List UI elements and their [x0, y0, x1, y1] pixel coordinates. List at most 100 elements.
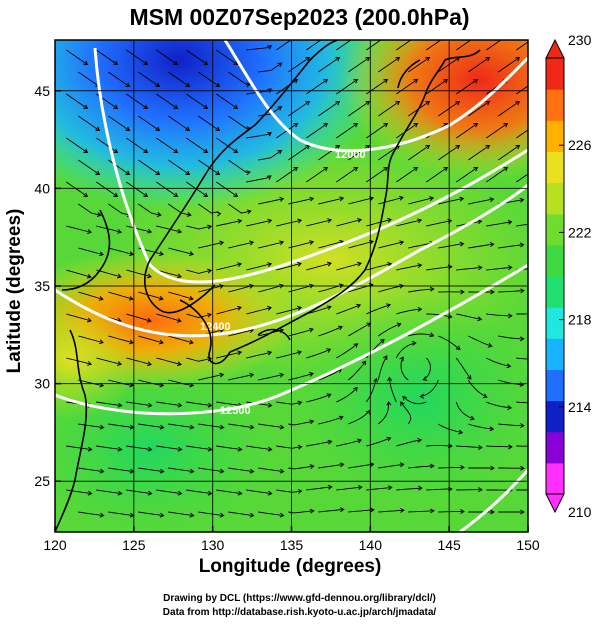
streamline [78, 159, 100, 175]
streamline [78, 291, 103, 300]
streamline-arrow [177, 402, 183, 408]
streamline [216, 401, 242, 407]
streamline-arrow [338, 325, 343, 331]
streamline-arrow [356, 303, 362, 309]
streamline [228, 467, 254, 473]
streamline [126, 313, 151, 322]
streamline [156, 225, 182, 233]
streamline [96, 137, 118, 153]
streamline [246, 263, 272, 271]
colorbar-tick-label: 210 [568, 504, 592, 520]
streamline [66, 137, 88, 153]
streamline-arrow [267, 88, 272, 94]
streamline-arrow [277, 62, 283, 68]
streamline-arrow [399, 356, 404, 362]
streamline [318, 197, 344, 205]
streamline [348, 101, 370, 117]
streamline [276, 445, 302, 449]
streamline [78, 467, 104, 473]
colorbar-segment [546, 58, 564, 90]
streamline [468, 335, 492, 347]
streamline-arrow [219, 424, 225, 430]
streamline [426, 313, 452, 318]
y-tick-label: 45 [34, 83, 50, 99]
streamline [456, 313, 482, 320]
streamline [378, 323, 401, 337]
streamline-arrow [399, 195, 404, 201]
streamline-arrow [279, 424, 285, 430]
streamline [400, 357, 409, 381]
streamline [198, 467, 224, 473]
streamline-arrow [266, 131, 272, 137]
streamline [306, 219, 332, 227]
streamline [498, 101, 520, 117]
streamline [156, 181, 178, 197]
streamline [258, 467, 284, 473]
streamline-arrow [128, 295, 134, 301]
streamline-arrow [353, 386, 358, 392]
streamline [228, 71, 250, 86]
streamline [288, 372, 314, 381]
streamline-arrow [215, 126, 221, 132]
streamline-arrow [177, 361, 182, 367]
streamline-arrow [277, 149, 283, 155]
streamline-arrow [413, 122, 419, 128]
streamline-arrow [430, 463, 435, 469]
x-tick-label: 135 [280, 537, 304, 553]
streamline-arrow [129, 251, 134, 257]
streamline [108, 335, 134, 344]
streamline-arrow [458, 429, 464, 435]
streamline [96, 357, 122, 365]
streamline [186, 445, 212, 451]
streamline-arrow [485, 56, 491, 62]
streamline-arrow [383, 36, 387, 40]
streamline-arrow [335, 56, 341, 62]
y-axis: 25 30 35 40 45 [34, 83, 61, 489]
streamline-arrow [365, 100, 371, 106]
streamline-arrow [460, 289, 465, 295]
chart-title: MSM 00Z07Sep2023 (200.0hPa) [129, 4, 470, 30]
streamline-arrow [459, 196, 465, 202]
streamline [96, 49, 118, 65]
streamline-arrow [503, 122, 509, 128]
streamline-arrow [233, 192, 239, 198]
streamline [396, 123, 418, 139]
streamline [156, 489, 182, 495]
temperature-field [55, 40, 528, 532]
streamline [228, 203, 251, 214]
streamline-arrow [99, 251, 104, 257]
streamline-arrow [173, 104, 179, 110]
streamline [66, 313, 92, 322]
streamline-arrow [429, 286, 435, 292]
streamline [408, 510, 434, 513]
streamline-arrow [473, 78, 479, 84]
credit-line-2: Data from http://database.rish.kyoto-u.a… [162, 607, 437, 618]
streamline [306, 348, 331, 359]
streamline-arrow [490, 465, 495, 471]
streamline-arrow [237, 305, 242, 311]
streamline [377, 355, 388, 381]
streamline-arrow [147, 361, 152, 367]
streamline-arrow [177, 446, 183, 452]
streamline-arrow [267, 350, 273, 356]
streamline-arrow [533, 80, 537, 84]
streamline-arrow [233, 104, 239, 110]
streamline-arrow [189, 251, 195, 256]
streamline-arrow [383, 78, 389, 84]
streamline-arrow [478, 487, 483, 493]
streamline-arrow [460, 508, 465, 515]
streamline [96, 181, 118, 197]
colorbar-segment [546, 182, 564, 215]
streamline-arrow [146, 317, 152, 323]
streamline [66, 93, 88, 109]
streamline [168, 247, 194, 255]
streamline [156, 357, 182, 365]
streamline-arrow [128, 339, 134, 345]
streamline [246, 132, 272, 139]
streamline-arrow [308, 372, 314, 377]
streamline-arrow [326, 261, 332, 267]
streamline-arrow [207, 490, 213, 496]
streamline-arrow [425, 144, 431, 150]
streamline [455, 401, 475, 420]
streamline-arrow [387, 217, 392, 223]
